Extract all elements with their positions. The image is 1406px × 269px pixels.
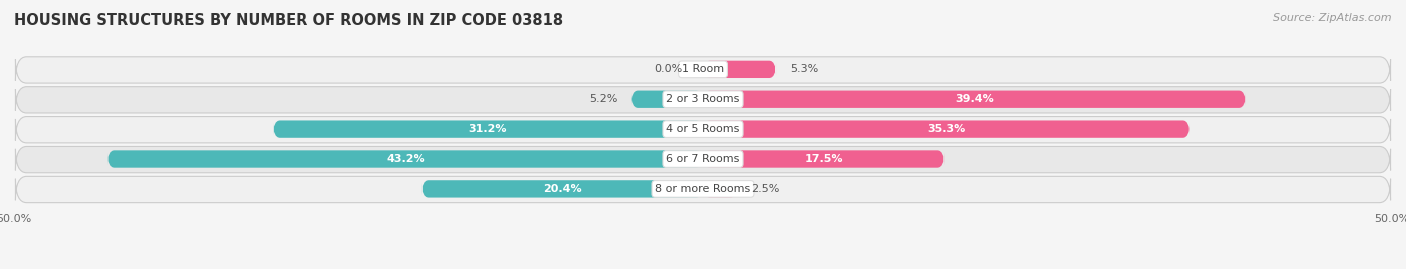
FancyBboxPatch shape [15,57,1391,83]
Text: 1 Room: 1 Room [682,64,724,74]
FancyBboxPatch shape [703,91,1246,108]
FancyBboxPatch shape [15,146,1391,173]
Text: 2.5%: 2.5% [751,184,779,194]
Text: 4 or 5 Rooms: 4 or 5 Rooms [666,124,740,134]
Text: 8 or more Rooms: 8 or more Rooms [655,184,751,194]
Text: Source: ZipAtlas.com: Source: ZipAtlas.com [1274,13,1392,23]
Text: 39.4%: 39.4% [955,94,994,104]
FancyBboxPatch shape [422,180,703,197]
FancyBboxPatch shape [15,176,1391,203]
Text: 43.2%: 43.2% [387,154,425,164]
Text: HOUSING STRUCTURES BY NUMBER OF ROOMS IN ZIP CODE 03818: HOUSING STRUCTURES BY NUMBER OF ROOMS IN… [14,13,564,29]
FancyBboxPatch shape [273,121,703,138]
FancyBboxPatch shape [631,91,703,108]
FancyBboxPatch shape [15,116,1391,143]
FancyBboxPatch shape [703,121,1189,138]
FancyBboxPatch shape [703,61,776,78]
FancyBboxPatch shape [15,87,1391,113]
Text: 2 or 3 Rooms: 2 or 3 Rooms [666,94,740,104]
Text: 35.3%: 35.3% [927,124,966,134]
FancyBboxPatch shape [703,180,738,197]
Text: 6 or 7 Rooms: 6 or 7 Rooms [666,154,740,164]
Text: 0.0%: 0.0% [654,64,682,74]
FancyBboxPatch shape [108,150,703,168]
Text: 20.4%: 20.4% [543,184,582,194]
Text: 5.2%: 5.2% [589,94,617,104]
Text: 5.3%: 5.3% [790,64,818,74]
FancyBboxPatch shape [703,150,945,168]
Text: 17.5%: 17.5% [804,154,842,164]
Text: 31.2%: 31.2% [468,124,508,134]
